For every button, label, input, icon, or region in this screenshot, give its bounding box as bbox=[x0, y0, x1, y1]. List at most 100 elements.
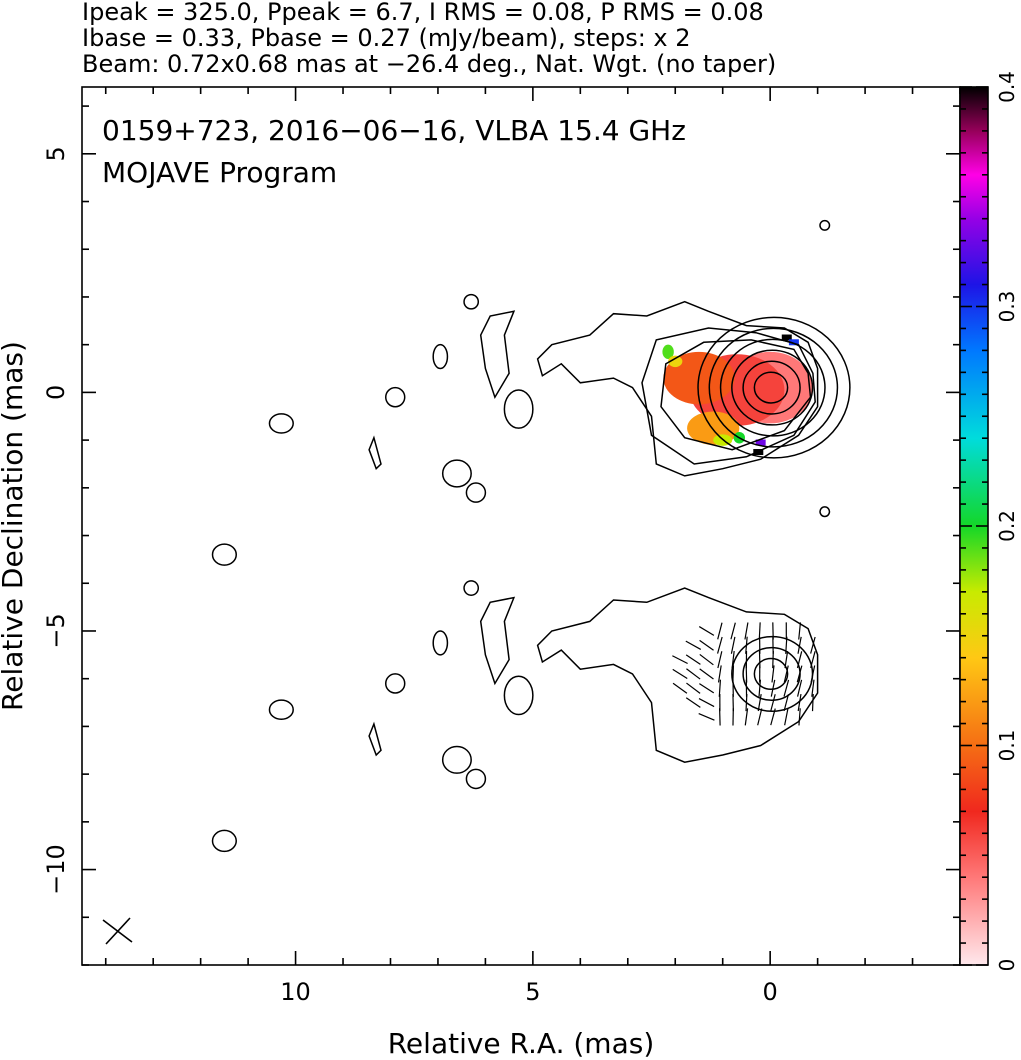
upper-contour-island bbox=[819, 219, 831, 231]
upper-contour-island bbox=[211, 543, 237, 566]
evpa-vector bbox=[810, 665, 816, 683]
polarization-pixel bbox=[788, 339, 799, 346]
x-tick-label: 0 bbox=[763, 978, 778, 1006]
colorbar-tick-label: 0.2 bbox=[995, 510, 1019, 542]
evpa-vector bbox=[730, 622, 736, 640]
colorbar: 0 0.1 0.2 0.3 0.4 bbox=[959, 71, 1019, 972]
contour-map bbox=[211, 219, 851, 853]
evpa-vector bbox=[772, 651, 774, 669]
evpa-vector bbox=[686, 682, 701, 694]
evpa-vector bbox=[811, 679, 815, 697]
lower-contour-island bbox=[441, 745, 472, 774]
upper-contour-core bbox=[753, 371, 789, 404]
upper-contour-island bbox=[384, 386, 406, 408]
evpa-vector bbox=[698, 712, 715, 721]
y-tick-label: 5 bbox=[42, 146, 70, 161]
evpa-vector bbox=[770, 708, 776, 726]
evpa-vector bbox=[699, 668, 714, 680]
axis-ticks bbox=[82, 87, 961, 966]
polarization-pixel bbox=[781, 334, 792, 341]
x-tick-label: 5 bbox=[525, 978, 540, 1006]
evpa-vector bbox=[698, 626, 715, 636]
upper-contour-knot bbox=[368, 435, 382, 471]
upper-contour-core bbox=[697, 316, 851, 459]
lower-contour-island bbox=[211, 829, 237, 853]
evpa-vector bbox=[770, 694, 776, 712]
upper-contour-core bbox=[731, 349, 814, 426]
program-annotation: MOJAVE Program bbox=[102, 156, 337, 189]
evpa-vector bbox=[785, 636, 788, 654]
lower-contour-island bbox=[819, 506, 831, 518]
lower-contour-island bbox=[268, 699, 294, 721]
x-tick-label: 10 bbox=[280, 978, 311, 1006]
evpa-vector bbox=[730, 636, 736, 654]
evpa-vector bbox=[798, 708, 801, 726]
upper-contour-island bbox=[463, 293, 480, 310]
evpa-vector bbox=[672, 655, 688, 665]
axis-tick-labels: 10 5 0 5 0 −5 −10 bbox=[42, 146, 778, 1006]
polarization-pixel bbox=[755, 439, 766, 446]
y-tick-label: 0 bbox=[42, 385, 70, 400]
evpa-vector bbox=[718, 679, 722, 697]
evpa-vector bbox=[757, 708, 763, 726]
evpa-vector bbox=[783, 679, 790, 697]
colorbar-tick-label: 0.3 bbox=[995, 291, 1019, 323]
fractional-polarization-image bbox=[662, 334, 813, 456]
evpa-vector bbox=[744, 622, 749, 640]
evpa-vector bbox=[732, 665, 735, 683]
evpa-vector bbox=[796, 651, 803, 669]
lower-contour-island bbox=[384, 673, 406, 694]
evpa-vector bbox=[783, 694, 790, 712]
lower-contour-core bbox=[753, 657, 789, 691]
evpa-vector bbox=[797, 693, 802, 712]
evpa-vector bbox=[797, 636, 802, 654]
lower-contour-lobe bbox=[479, 596, 516, 686]
evpa-vector bbox=[758, 679, 762, 697]
evpa-vector bbox=[744, 708, 749, 726]
y-axis-label: Relative Declination (mas) bbox=[0, 341, 29, 711]
x-axis-label: Relative R.A. (mas) bbox=[388, 1027, 655, 1060]
upper-contour-core bbox=[708, 327, 839, 448]
chart-header: Ipeak = 325.0, Ppeak = 6.7, I RMS = 0.08… bbox=[82, 0, 776, 78]
evpa-vector bbox=[745, 636, 748, 654]
evpa-vector bbox=[672, 682, 688, 694]
evpa-vector bbox=[717, 651, 723, 669]
evpa-vector bbox=[810, 636, 816, 654]
evpa-vector bbox=[771, 665, 775, 683]
evpa-vector bbox=[784, 651, 789, 669]
evpa-vector bbox=[810, 651, 816, 669]
lower-contour-knot bbox=[368, 721, 382, 757]
colorbar-tick-label: 0 bbox=[995, 959, 1019, 972]
header-line-3: Beam: 0.72x0.68 mas at −26.4 deg., Nat. … bbox=[82, 50, 776, 78]
lower-contour-outer bbox=[536, 587, 819, 763]
evpa-vector bbox=[745, 693, 748, 712]
upper-contour-island bbox=[432, 343, 449, 370]
evpa-vector bbox=[698, 698, 715, 708]
lower-contour-island bbox=[503, 675, 534, 716]
evpa-vector bbox=[770, 679, 776, 697]
colorbar-tick-label: 0.4 bbox=[995, 71, 1019, 103]
upper-contour-island bbox=[503, 389, 534, 429]
evpa-vector bbox=[717, 665, 722, 683]
evpa-vector bbox=[797, 679, 803, 697]
colorbar-tick-label: 0.1 bbox=[995, 730, 1019, 762]
upper-contour-lobe bbox=[479, 310, 516, 399]
y-tick-label: −10 bbox=[42, 844, 70, 895]
polarization-region bbox=[668, 355, 683, 368]
lower-contour-island bbox=[465, 768, 487, 790]
plot-frame bbox=[81, 86, 961, 966]
evpa-vector bbox=[717, 622, 723, 640]
source-annotation: 0159+723, 2016−06−16, VLBA 15.4 GHz bbox=[102, 114, 686, 147]
lower-contour-island bbox=[432, 630, 449, 656]
evpa-vector bbox=[758, 622, 761, 640]
evpa-vector bbox=[686, 668, 701, 680]
upper-contour-outer bbox=[536, 300, 819, 477]
evpa-vector bbox=[685, 640, 702, 650]
upper-contour-core bbox=[742, 360, 801, 415]
evpa-vector bbox=[699, 683, 715, 694]
evpa-vector bbox=[783, 665, 789, 683]
evpa-vectors bbox=[672, 622, 816, 726]
polarization-region bbox=[662, 344, 674, 359]
evpa-vector bbox=[811, 693, 814, 712]
